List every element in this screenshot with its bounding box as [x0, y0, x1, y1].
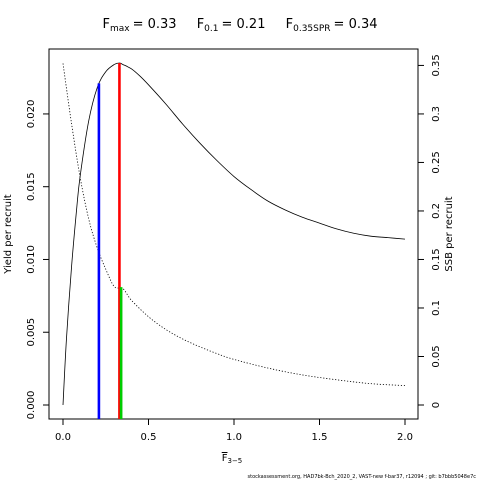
- y-left-tick-label-1: 0.005: [26, 318, 37, 347]
- fmax-label: F: [102, 17, 109, 32]
- f01-value: = 0.21: [222, 17, 266, 32]
- x-tick-label-2: 1.0: [226, 432, 242, 443]
- y-left-tick-label-3: 0.015: [26, 172, 37, 201]
- series-yield-per-recruit-line: [62, 62, 406, 406]
- y-right-axis-title: SSB per recruit: [444, 196, 455, 271]
- x-tick-label-0: 0.0: [55, 432, 71, 443]
- f01-label: F: [197, 17, 204, 32]
- x-tick-label-3: 1.5: [312, 432, 328, 443]
- fmax-sub: max: [110, 24, 130, 34]
- f035-sub: 0.35SPR: [293, 24, 330, 34]
- f035-label: F: [286, 17, 293, 32]
- series-layer: [62, 62, 406, 406]
- y-right-tick-label-2: 0.1: [431, 300, 442, 316]
- y-left-tick-label-2: 0.010: [26, 245, 37, 274]
- x-axis-title-main: F: [222, 453, 228, 464]
- f01-sub: 0.1: [204, 24, 218, 34]
- y-left-axis-title: Yield per recruit: [3, 194, 14, 275]
- y-right-tick-label-5: 0.25: [431, 151, 442, 173]
- x-tick-label-1: 0.5: [141, 432, 157, 443]
- y-left-tick-label-4: 0.020: [26, 100, 37, 129]
- y-right-tick-label-1: 0.05: [431, 345, 442, 367]
- series-ssb-per-recruit-line: [62, 63, 406, 386]
- y-left-axis: 0.000 0.005 0.010 0.015 0.020: [26, 100, 49, 420]
- chart-title: Fmax = 0.33 F0.1 = 0.21 F0.35SPR = 0.34: [102, 17, 377, 34]
- fmax-value: = 0.33: [133, 17, 177, 32]
- f035-value: = 0.34: [334, 17, 378, 32]
- y-right-axis: 0 0.05 0.1 0.15 0.2 0.25 0.3 0.35: [418, 54, 442, 408]
- plot-frame: [48, 48, 419, 420]
- reference-lines: [97, 63, 123, 419]
- y-left-tick-label-0: 0.000: [26, 391, 37, 420]
- y-right-tick-label-7: 0.35: [431, 54, 442, 76]
- x-axis: 0.0 0.5 1.0 1.5 2.0: [55, 419, 413, 443]
- y-right-tick-label-6: 0.3: [431, 106, 442, 122]
- y-right-tick-label-3: 0.15: [431, 248, 442, 270]
- x-tick-label-4: 2.0: [397, 432, 413, 443]
- y-right-tick-label-0: 0: [431, 402, 442, 408]
- x-axis-title: F3−5: [222, 453, 243, 465]
- x-axis-title-sub: 3−5: [227, 457, 242, 465]
- y-right-tick-label-4: 0.2: [431, 203, 442, 219]
- footer-text: stockassessment.org, HAD7bk-Bch_2020_2, …: [248, 474, 477, 480]
